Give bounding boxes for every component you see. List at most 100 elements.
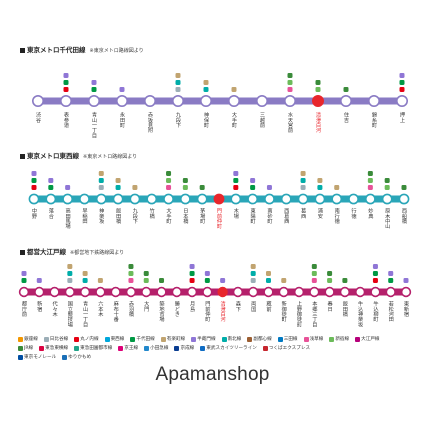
transfer-icon — [119, 87, 125, 92]
legend-label: 半蔵門線 — [197, 337, 216, 342]
transfer-icon — [250, 278, 256, 283]
station-label: 早稲田 — [81, 208, 87, 225]
line-color-icon — [355, 336, 361, 342]
transfer-icon — [204, 278, 210, 283]
legend-label: 南北線 — [227, 337, 242, 342]
station-marker — [278, 286, 289, 298]
transfer-icon — [63, 80, 69, 85]
legend-item: 浅草線 — [303, 336, 324, 342]
transfer-icon — [317, 178, 323, 183]
station-marker — [213, 193, 225, 205]
transfer-icon — [311, 271, 317, 276]
station-marker — [247, 193, 259, 205]
transfer-icon — [399, 73, 405, 78]
station-marker — [88, 95, 101, 108]
station-marker — [339, 95, 352, 108]
station-label: 門前仲町 — [216, 208, 222, 230]
line-color-icon — [329, 336, 335, 342]
station-label: 葛西 — [300, 207, 306, 220]
station-marker — [59, 95, 72, 108]
transfer-icon — [300, 178, 306, 183]
transfer-icon — [48, 178, 54, 183]
station-marker — [217, 286, 228, 298]
line-color-icon — [18, 336, 23, 342]
station-label: 西船橋 — [401, 208, 407, 225]
legend-label: 丸ノ内線 — [80, 337, 99, 342]
transfer-icon — [315, 80, 321, 85]
line-color-icon — [130, 336, 136, 342]
legend-item: 半蔵門線 — [191, 336, 216, 342]
legend-label: 浅草線 — [309, 337, 324, 342]
transfer-icon — [128, 278, 134, 283]
line-color-icon — [247, 336, 253, 342]
brand-logo-text: Apamanshop — [155, 364, 270, 385]
station-label: 水天宮前 — [287, 111, 293, 135]
transfer-icon — [287, 87, 293, 92]
station-label: 飯田橋 — [341, 300, 347, 318]
legend-label: ゆりかもめ — [68, 355, 92, 360]
station-label: 九段下 — [132, 207, 138, 225]
station-marker — [179, 193, 191, 205]
transfer-icon — [63, 73, 69, 78]
station-marker — [364, 193, 376, 205]
line-color-icon — [104, 336, 110, 342]
transfer-icon — [250, 178, 256, 183]
station-marker — [263, 286, 274, 298]
transfer-icon — [36, 278, 42, 283]
station-label: 東陽町 — [250, 207, 256, 224]
station-label: 日本橋 — [182, 208, 188, 225]
station-marker — [283, 95, 296, 108]
legend-label: 京成線 — [180, 346, 195, 351]
legend-item: 京成線 — [174, 345, 194, 351]
transfer-icon — [250, 264, 256, 269]
station-label: 森下 — [235, 300, 241, 313]
transfer-icon — [388, 278, 394, 283]
station-marker — [62, 193, 74, 205]
station-label: 清澄白河 — [315, 111, 321, 134]
transfer-icon — [231, 87, 237, 92]
legend-item: 三田線 — [277, 336, 298, 342]
transfer-icon — [372, 278, 378, 283]
station-marker — [45, 193, 57, 205]
station-label: 本郷三丁目 — [311, 300, 317, 329]
legend-item: 丸ノ内線 — [74, 336, 99, 342]
transfer-icon — [82, 271, 88, 276]
line-color-icon — [191, 336, 197, 342]
transfer-icon — [132, 185, 138, 190]
station-marker — [49, 286, 60, 298]
station-marker — [311, 95, 324, 108]
transfer-icon — [159, 278, 165, 283]
station-label: 牛込神楽坂 — [357, 300, 363, 329]
transfer-icon — [67, 278, 73, 283]
station-marker — [395, 95, 408, 108]
station-marker — [255, 95, 268, 108]
legend-label: 新宿線 — [335, 337, 350, 342]
station-label: 妙典 — [367, 207, 373, 220]
transfer-icon — [399, 87, 405, 92]
transfer-icon — [311, 278, 317, 283]
transfer-icon — [367, 171, 373, 176]
legend-label: 東西線 — [110, 337, 125, 342]
station-label: 押上 — [399, 111, 405, 123]
transfer-icon — [115, 178, 121, 183]
station-label: 三越前 — [259, 112, 265, 129]
transfer-icon — [31, 171, 37, 176]
station-marker — [248, 286, 259, 298]
station-label: 中野 — [31, 207, 37, 219]
station-label: 月島 — [189, 301, 195, 313]
transfer-icon — [342, 278, 348, 283]
station-marker — [314, 193, 326, 205]
station-marker — [354, 286, 366, 298]
station-marker — [331, 193, 343, 205]
station-label: 青山一丁目 — [82, 300, 88, 329]
station-marker — [116, 95, 129, 108]
station-marker — [293, 286, 305, 298]
station-marker — [202, 286, 213, 298]
station-label: 国立競技場 — [66, 301, 72, 329]
station-label: 代々木 — [51, 300, 57, 318]
station-label: 西葛西 — [283, 208, 289, 225]
station-marker — [230, 193, 242, 205]
station-label: 永田町 — [119, 111, 125, 128]
transfer-icon — [48, 185, 54, 190]
